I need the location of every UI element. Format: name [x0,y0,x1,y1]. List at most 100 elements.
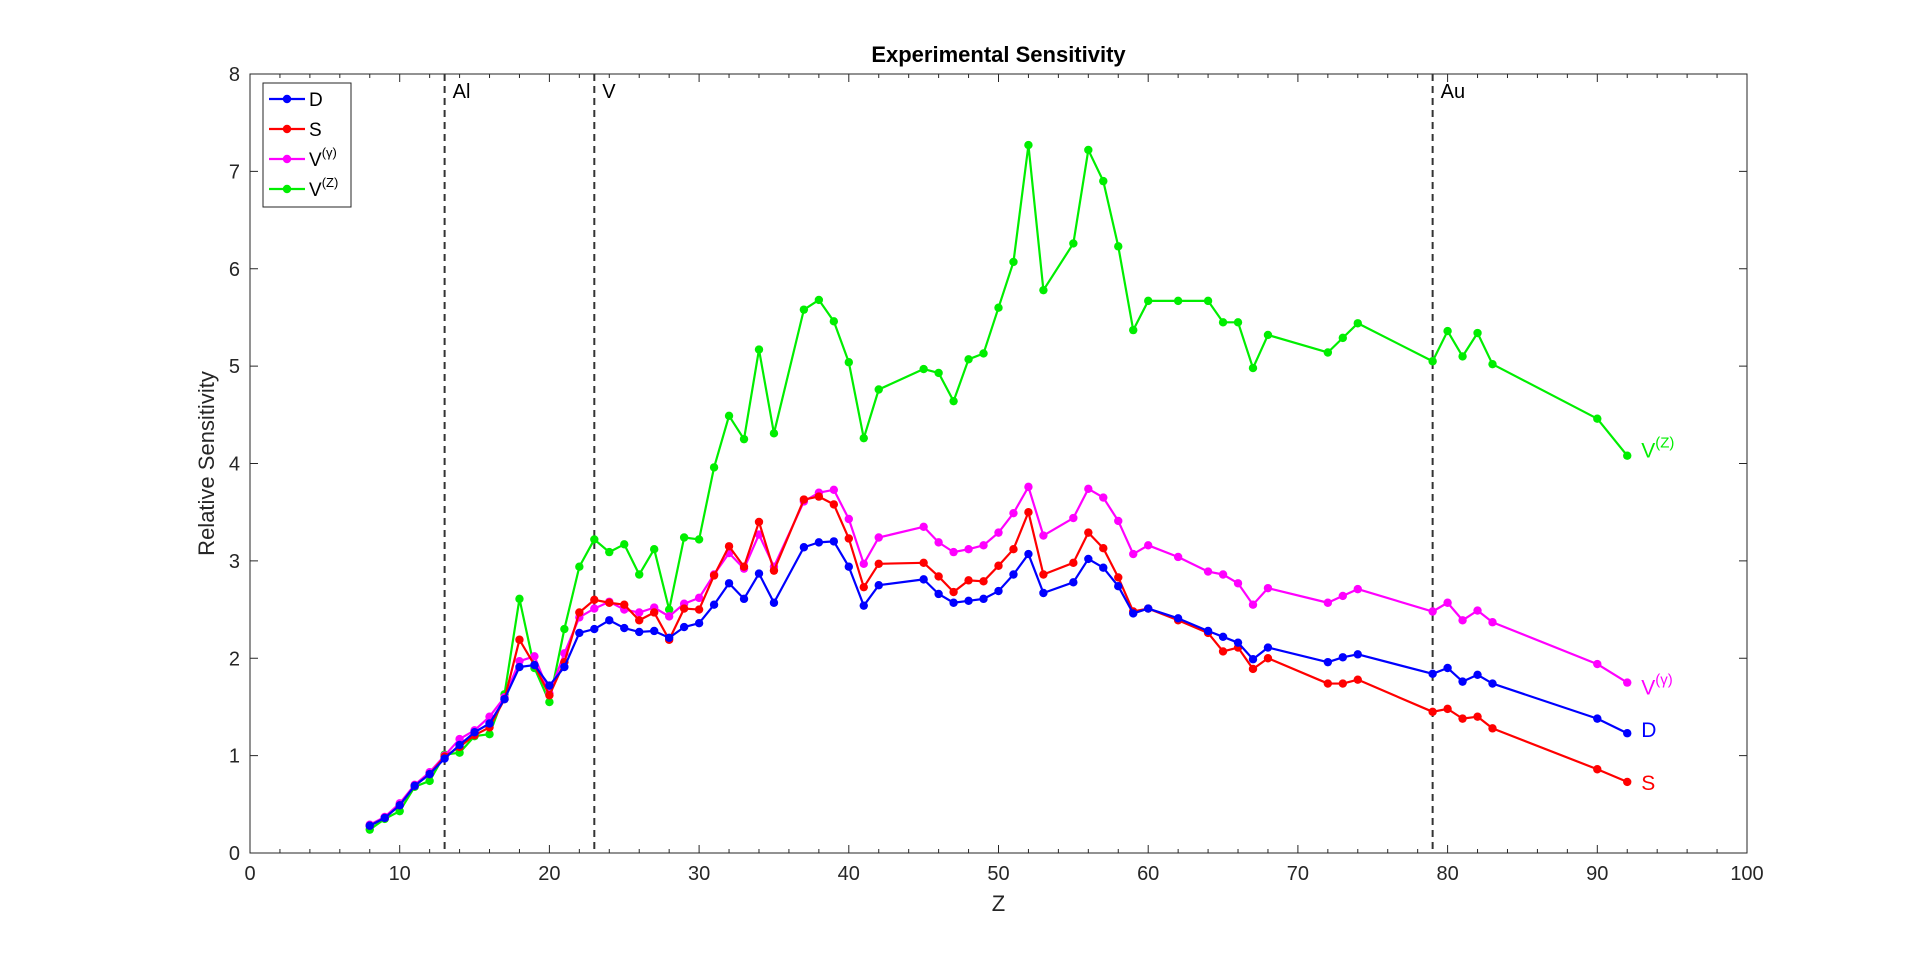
data-point [679,533,689,542]
data-point [455,748,464,757]
chart-title: Experimental Sensitivity [871,42,1126,67]
data-point [739,562,749,571]
data-point [799,495,809,504]
data-point [829,500,839,509]
data-point [1488,618,1497,627]
series-3 [365,140,1632,834]
data-point [934,589,943,599]
data-point [934,572,943,581]
data-point [1263,654,1273,663]
data-point [1353,650,1362,659]
data-point [1129,325,1138,335]
data-point [949,598,958,607]
data-point [395,806,404,816]
data-point [1129,549,1138,559]
data-point [694,605,704,614]
data-point [1233,579,1243,588]
y-tick-label: 4 [229,454,240,476]
data-point [874,559,883,568]
reference-line-label-al: Al [453,81,471,103]
x-tick-label: 50 [987,863,1009,885]
data-point [1144,541,1153,550]
data-point [1248,600,1258,609]
x-tick-label: 40 [838,863,860,885]
data-point [1473,328,1482,338]
data-point [1443,704,1452,714]
data-point [545,691,554,700]
data-point [1218,570,1228,579]
data-point [590,595,599,605]
y-tick-label: 8 [229,64,240,86]
data-point [485,719,494,728]
data-point [724,579,734,588]
data-point [425,776,434,786]
data-point [620,623,629,633]
data-point [1009,257,1018,267]
data-point [1084,528,1093,537]
data-point [1173,552,1183,562]
series-0 [365,537,1632,830]
y-tick-label: 0 [229,843,240,865]
data-point [1323,657,1333,667]
legend-entry: V(γ) [269,145,337,171]
data-point [1144,296,1153,306]
data-point [829,317,839,326]
data-point [664,633,674,643]
data-point [1323,679,1333,688]
data-point [1593,414,1602,423]
data-point [1623,451,1632,460]
data-point [590,604,599,613]
y-tick-label: 3 [229,551,240,573]
data-point [500,694,509,704]
data-point [1069,239,1078,248]
data-point [739,434,749,444]
data-point [635,570,644,579]
data-point [1203,296,1213,306]
data-point [1099,544,1108,553]
data-point [1458,616,1467,625]
data-point [1593,765,1602,774]
data-point [769,598,779,607]
data-point [1233,638,1243,647]
data-point [1473,606,1482,615]
data-point [1114,242,1123,251]
data-point [814,492,824,501]
data-point [814,295,824,305]
data-point [859,601,868,610]
data-point [859,559,868,568]
data-point [664,605,674,614]
data-point [425,769,434,779]
data-point [724,411,734,420]
series-end-label: V(Z) [1641,435,1674,463]
data-point [1248,664,1258,674]
y-tick-label: 7 [229,161,240,183]
data-point [709,463,719,472]
data-point [994,303,1003,312]
data-point [1114,573,1123,582]
data-point [649,608,659,617]
data-point [1263,643,1273,652]
data-point [874,385,883,394]
data-point [1488,724,1497,733]
data-point [979,577,988,586]
legend-label: D [309,90,323,111]
legend-label-main: S [309,120,322,141]
data-point [1129,609,1138,618]
y-tick-label: 1 [229,746,240,768]
data-point [1353,675,1362,684]
data-point [979,594,988,604]
data-point [515,594,524,604]
data-point [964,576,973,585]
data-point [844,358,853,367]
data-point [1458,352,1467,361]
data-point [829,485,839,494]
data-point [964,596,973,605]
data-point [1024,140,1033,150]
x-tick-label: 70 [1287,863,1309,885]
series-end-label: V(γ) [1641,672,1673,700]
data-point [1488,679,1497,688]
data-point [605,616,614,625]
data-point [1428,707,1437,717]
data-point [1593,714,1602,723]
data-point [1338,679,1348,688]
